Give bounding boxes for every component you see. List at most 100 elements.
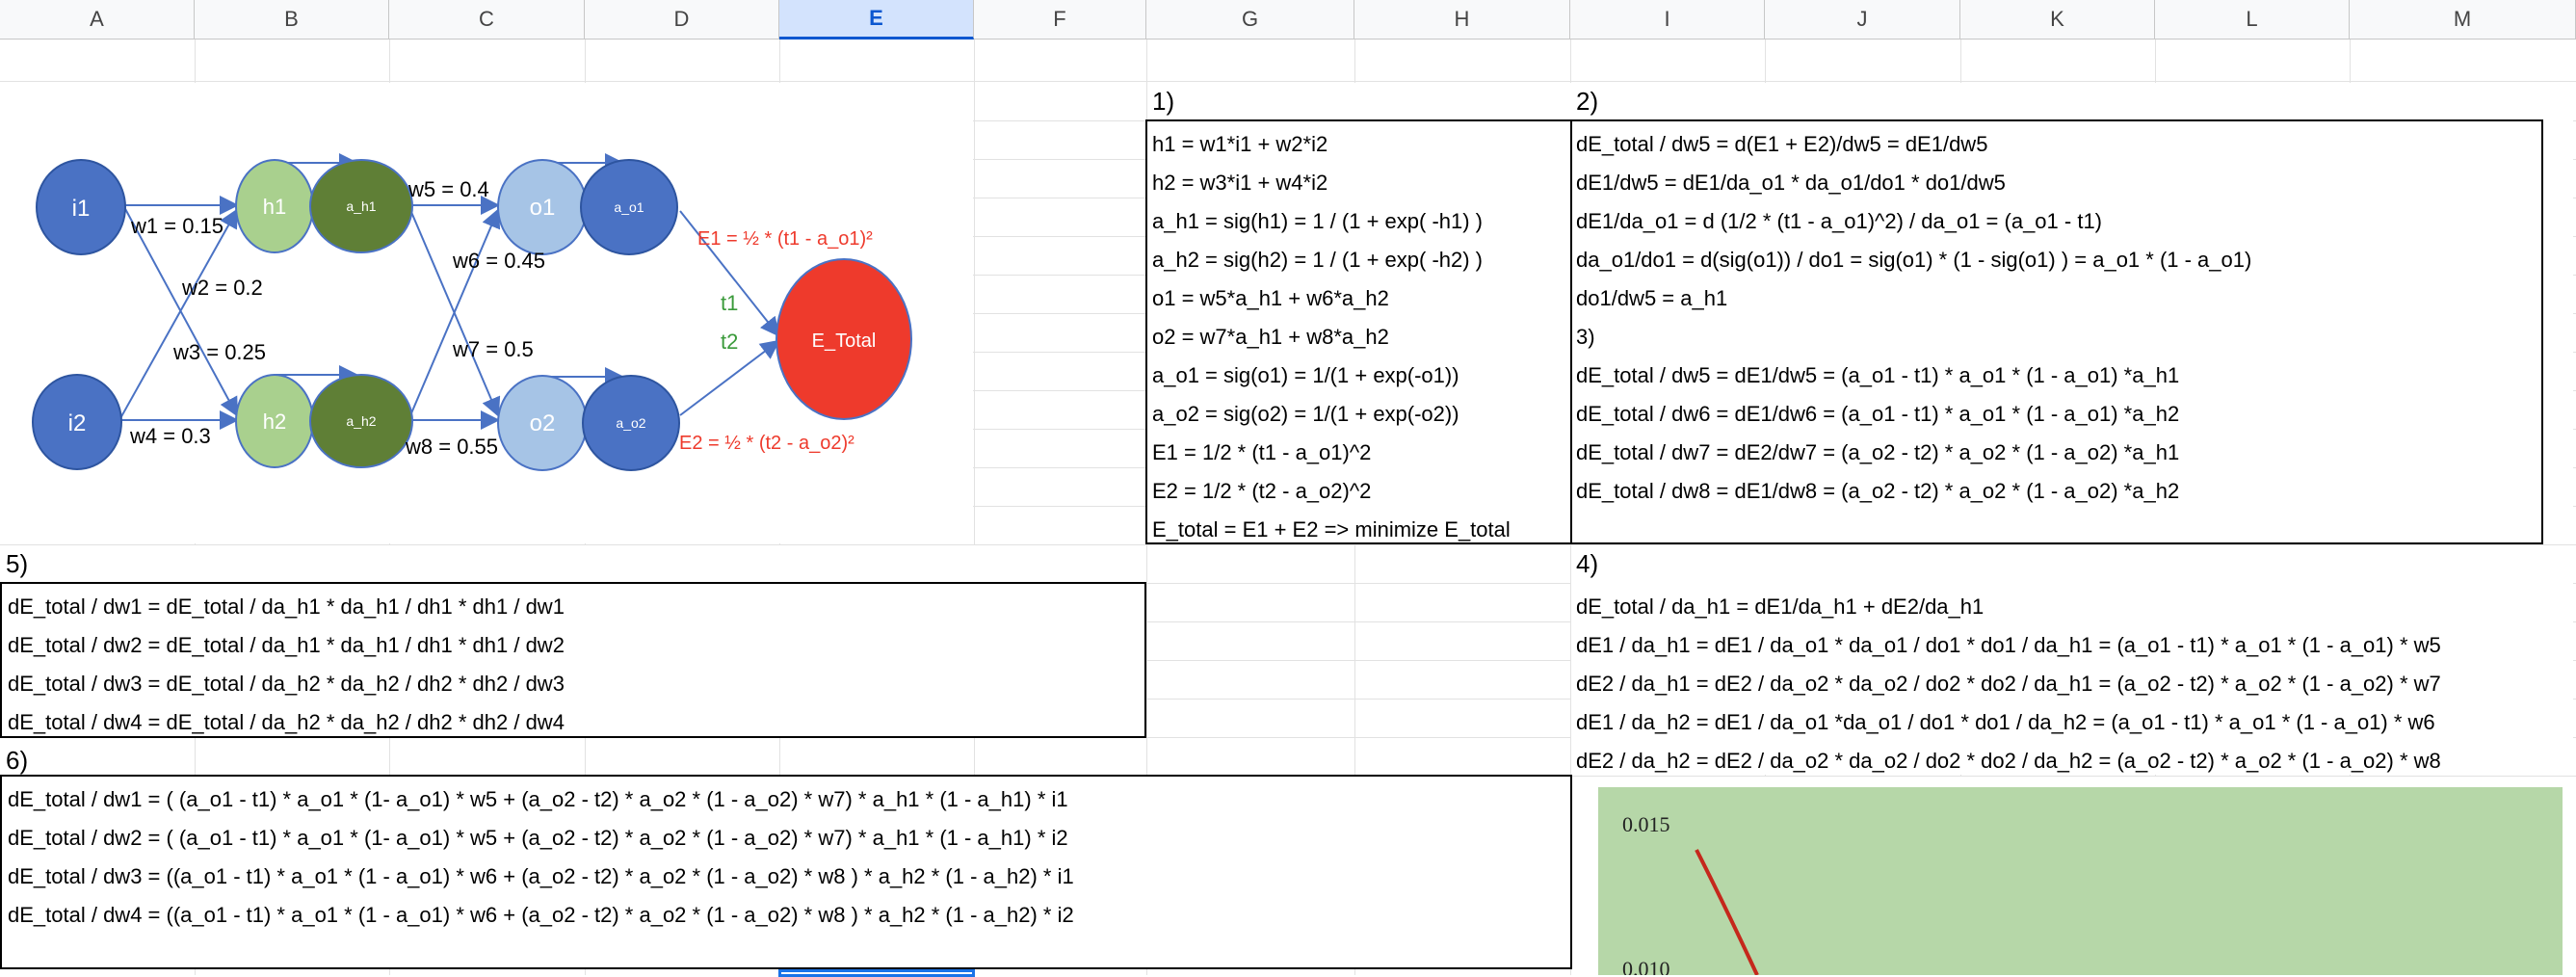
chart-area[interactable]: 0.015 0.010 [1598,787,2563,975]
selected-cell[interactable] [778,969,975,977]
column-header-b[interactable]: B [195,0,389,40]
section-1-row[interactable]: a_h2 = sig(h2) = 1 / (1 + exp( -h2) ) [1152,248,1484,272]
grid-line [0,583,2576,584]
node-o1-label: o1 [530,195,556,221]
section-1-row[interactable]: E2 = 1/2 * (t2 - a_o2)^2 [1152,479,1372,503]
grid-line [974,40,975,975]
column-header-f[interactable]: F [974,0,1146,40]
section-1-row[interactable]: h1 = w1*i1 + w2*i2 [1152,132,1328,156]
section-1-row[interactable]: a_o1 = sig(o1) = 1/(1 + exp(-o1)) [1152,363,1459,387]
section-5-row[interactable]: dE_total / dw3 = dE_total / da_h2 * da_h… [8,672,565,696]
grid-line [0,737,2576,738]
node-a-h2-label: a_h2 [346,413,376,429]
grid-line [0,660,2576,661]
edge-to-etotal-2 [679,339,780,416]
column-header-c[interactable]: C [389,0,585,40]
section-1-row[interactable]: o2 = w7*a_h1 + w8*a_h2 [1152,325,1389,349]
section-2-row[interactable]: da_o1/do1 = d(sig(o1)) / do1 = sig(o1) *… [1576,248,2252,272]
node-a-h2 [309,374,413,468]
node-a-o2 [582,375,680,471]
node-a-h1 [309,159,413,253]
section-6-label: 6) [6,746,29,775]
node-a-o1-label: a_o1 [614,199,644,215]
section-2-row[interactable]: dE1/dw5 = dE1/da_o1 * da_o1/do1 * do1/dw… [1576,171,2006,195]
node-h1-label: h1 [263,195,286,219]
section-background [1571,545,2573,775]
section-1-row[interactable]: E_total = E1 + E2 => minimize E_total [1152,517,1511,541]
column-header-i[interactable]: I [1570,0,1765,40]
edge-to-etotal-1 [679,210,780,337]
section-5-label: 5) [6,549,29,578]
grid-line [0,81,2576,82]
section-4-row[interactable]: dE1 / da_h2 = dE1 / da_o1 *da_o1 / do1 *… [1576,710,2435,734]
grid-line [0,544,2576,545]
node-h2-label: h2 [263,409,286,434]
section-2-border [1570,119,2543,544]
column-header-e[interactable]: E [779,0,974,40]
column-header-g[interactable]: G [1146,0,1354,40]
error-e2-formula: E2 = ½ * (t2 - a_o2)² [679,433,854,454]
section-6-border [0,775,1572,969]
node-i2-label: i2 [68,410,87,436]
column-header-d[interactable]: D [585,0,779,40]
section-4-label: 4) [1576,549,1599,578]
section-5-border [0,582,1146,738]
node-i2 [32,374,122,470]
section-2-label: 2) [1576,87,1599,116]
weight-w3: w3 = 0.25 [172,340,266,364]
section-3-row[interactable]: dE_total / dw8 = dE1/dw8 = (a_o2 - t2) *… [1576,479,2180,503]
section-background [0,545,1144,584]
chart-svg: 0.015 0.010 [1622,812,1759,975]
section-3-row[interactable]: dE_total / dw6 = dE1/dw6 = (a_o1 - t1) *… [1576,402,2180,426]
section-3-row[interactable]: dE_total / dw7 = dE2/dw7 = (a_o2 - t2) *… [1576,440,2180,464]
chart-y-tick: 0.015 [1622,812,1670,836]
column-header-m[interactable]: M [2350,0,2576,40]
node-o2-label: o2 [530,410,556,436]
weight-w7: w7 = 0.5 [452,337,534,361]
section-5-row[interactable]: dE_total / dw1 = dE_total / da_h1 * da_h… [8,594,565,619]
section-6-row[interactable]: dE_total / dw1 = ( (a_o1 - t1) * a_o1 * … [8,787,1068,811]
section-background [0,777,1570,967]
section-3-label: 3) [1576,325,1595,349]
section-3-row[interactable]: dE_total / dw5 = dE1/dw5 = (a_o1 - t1) *… [1576,363,2180,387]
section-1-row[interactable]: a_h1 = sig(h1) = 1 / (1 + exp( -h1) ) [1152,209,1484,233]
section-2-row[interactable]: dE1/da_o1 = d (1/2 * (t1 - a_o1)^2) / da… [1576,209,2103,233]
section-1-row[interactable]: a_o2 = sig(o2) = 1/(1 + exp(-o2)) [1152,402,1459,426]
edge-w6 [407,208,501,421]
column-header-j[interactable]: J [1765,0,1960,40]
chart-y-tick: 0.010 [1622,957,1670,975]
grid-line [0,621,2576,622]
section-4-row[interactable]: dE_total / da_h1 = dE1/da_h1 + dE2/da_h1 [1576,594,1985,619]
target-t2: t2 [721,330,738,354]
node-a-o1 [580,159,678,255]
section-2-row[interactable]: dE_total / dw5 = d(E1 + E2)/dw5 = dE1/dw… [1576,132,1988,156]
section-6-row[interactable]: dE_total / dw2 = ( (a_o1 - t1) * a_o1 * … [8,826,1068,850]
section-2-row[interactable]: do1/dw5 = a_h1 [1576,286,1728,310]
column-header-a[interactable]: A [0,0,195,40]
section-4-row[interactable]: dE2 / da_h2 = dE2 / da_o2 * da_o2 / do2 … [1576,749,2441,773]
weight-w6: w6 = 0.45 [452,249,545,273]
section-6-row[interactable]: dE_total / dw3 = ((a_o1 - t1) * a_o1 * (… [8,864,1074,888]
node-a-h1-label: a_h1 [346,198,376,214]
edge-w7 [407,204,501,417]
chart-series-line [1695,849,1759,975]
node-a-o2-label: a_o2 [616,415,645,431]
section-background [1147,83,2573,543]
section-4-row[interactable]: dE2 / da_h1 = dE2 / da_o2 * da_o2 / do2 … [1576,672,2441,696]
weight-w1: w1 = 0.15 [130,214,223,238]
section-6-row[interactable]: dE_total / dw4 = ((a_o1 - t1) * a_o1 * (… [8,903,1074,927]
column-header-l[interactable]: L [2155,0,2350,40]
column-header-h[interactable]: H [1354,0,1570,40]
weight-w5: w5 = 0.4 [407,177,489,201]
section-5-row[interactable]: dE_total / dw4 = dE_total / da_h2 * da_h… [8,710,565,734]
grid-line [0,699,2576,700]
node-etotal [775,258,912,420]
section-5-row[interactable]: dE_total / dw2 = dE_total / da_h1 * da_h… [8,633,565,657]
section-4-row[interactable]: dE1 / da_h1 = dE1 / da_o1 * da_o1 / do1 … [1576,633,2441,657]
column-header-k[interactable]: K [1960,0,2155,40]
section-1-row[interactable]: h2 = w3*i1 + w4*i2 [1152,171,1328,195]
edge-w2 [118,208,238,421]
section-1-row[interactable]: o1 = w5*a_h1 + w6*a_h2 [1152,286,1389,310]
section-1-row[interactable]: E1 = 1/2 * (t1 - a_o1)^2 [1152,440,1372,464]
